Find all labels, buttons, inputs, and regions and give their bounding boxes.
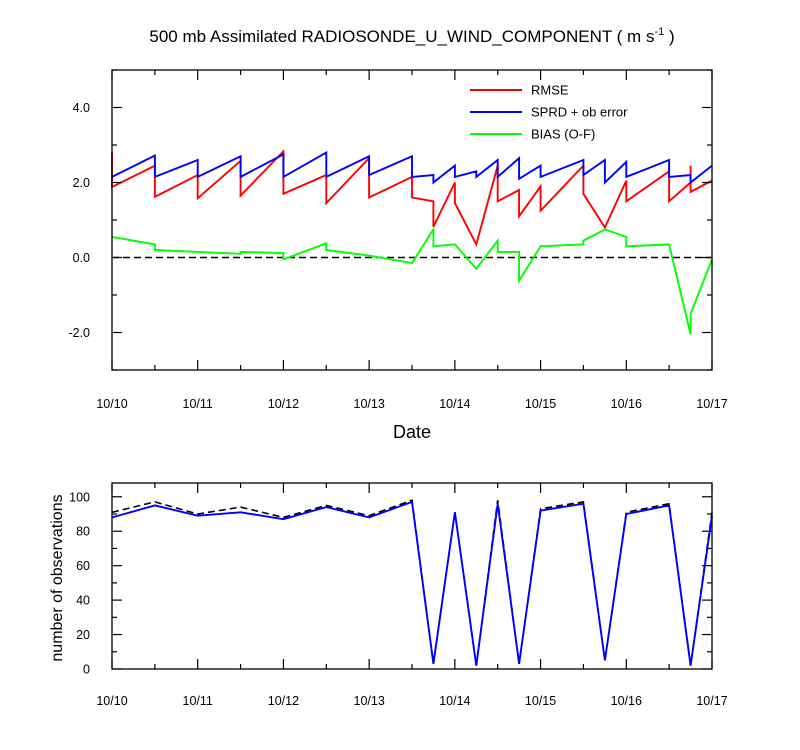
- bottom-axes-frame: [111, 482, 713, 670]
- top-x-tick-label: 10/16: [611, 397, 642, 411]
- top-x-tick-label: 10/15: [525, 397, 556, 411]
- top-series-layer: [111, 149, 713, 335]
- top-y-tick-label: 4.0: [73, 101, 90, 115]
- top-series-sprd-ob-error: [111, 150, 713, 185]
- bottom-x-tick-label: 10/17: [696, 694, 727, 708]
- top-legend: RMSE SPRD + ob error BIAS (O-F): [470, 83, 628, 142]
- bottom-y-tick-label: 60: [76, 559, 90, 573]
- top-x-tick-label: 10/13: [354, 397, 385, 411]
- top-y-tick-label: -2.0: [68, 326, 90, 340]
- top-x-tick-label: 10/14: [439, 397, 470, 411]
- bottom-y-axis-title: number of observations: [49, 494, 66, 661]
- legend-label-rmse: RMSE: [531, 83, 569, 98]
- legend-label-sprd-ob-error: SPRD + ob error: [531, 105, 628, 120]
- top-x-tick-label: 10/10: [96, 397, 127, 411]
- top-x-axis-title: Date: [393, 422, 431, 442]
- bottom-x-tick-label: 10/10: [96, 694, 127, 708]
- legend-label-bias-o-f: BIAS (O-F): [531, 127, 595, 142]
- top-x-tick-label: 10/17: [696, 397, 727, 411]
- bottom-series-layer: [111, 499, 713, 666]
- chart-title: 500 mb Assimilated RADIOSONDE_U_WIND_COM…: [149, 26, 674, 46]
- bottom-series-assimilated: [111, 500, 713, 666]
- bottom-y-tick-label: 80: [76, 525, 90, 539]
- bottom-x-tick-label: 10/16: [611, 694, 642, 708]
- bottom-y-tick-label: 0: [83, 663, 90, 677]
- top-x-tick-label: 10/11: [183, 397, 213, 411]
- bottom-x-tick-label: 10/12: [268, 694, 299, 708]
- chart-title-close: ): [664, 27, 674, 46]
- top-series-bias-o-f: [111, 226, 713, 335]
- bottom-x-tick-label: 10/11: [183, 694, 213, 708]
- top-y-tick-label: 2.0: [73, 176, 90, 190]
- bottom-series-possible: [111, 499, 713, 666]
- top-x-tick-label: 10/12: [268, 397, 299, 411]
- bottom-x-tick-label: 10/14: [439, 694, 470, 708]
- bottom-ticks-layer: 10/10 10/11 10/12 10/13 10/14 10/15 10/16 10/17…: [69, 483, 728, 708]
- chart-title-main: 500 mb Assimilated RADIOSONDE_U_WIND_COM…: [149, 27, 654, 46]
- top-ticks-layer: 10/10 10/11 10/12 10/13 10/14 10/15 10/16 10/17…: [68, 69, 728, 411]
- bottom-x-tick-label: 10/13: [354, 694, 385, 708]
- bottom-y-tick-label: 40: [76, 594, 90, 608]
- bottom-plot-border: [111, 482, 713, 670]
- chart-title-unit-superscript: -1: [654, 26, 664, 38]
- bottom-y-tick-label: 20: [76, 628, 90, 642]
- bottom-x-tick-label: 10/15: [525, 694, 556, 708]
- bottom-y-tick-label: 100: [69, 490, 90, 504]
- top-y-tick-label: 0.0: [73, 251, 90, 265]
